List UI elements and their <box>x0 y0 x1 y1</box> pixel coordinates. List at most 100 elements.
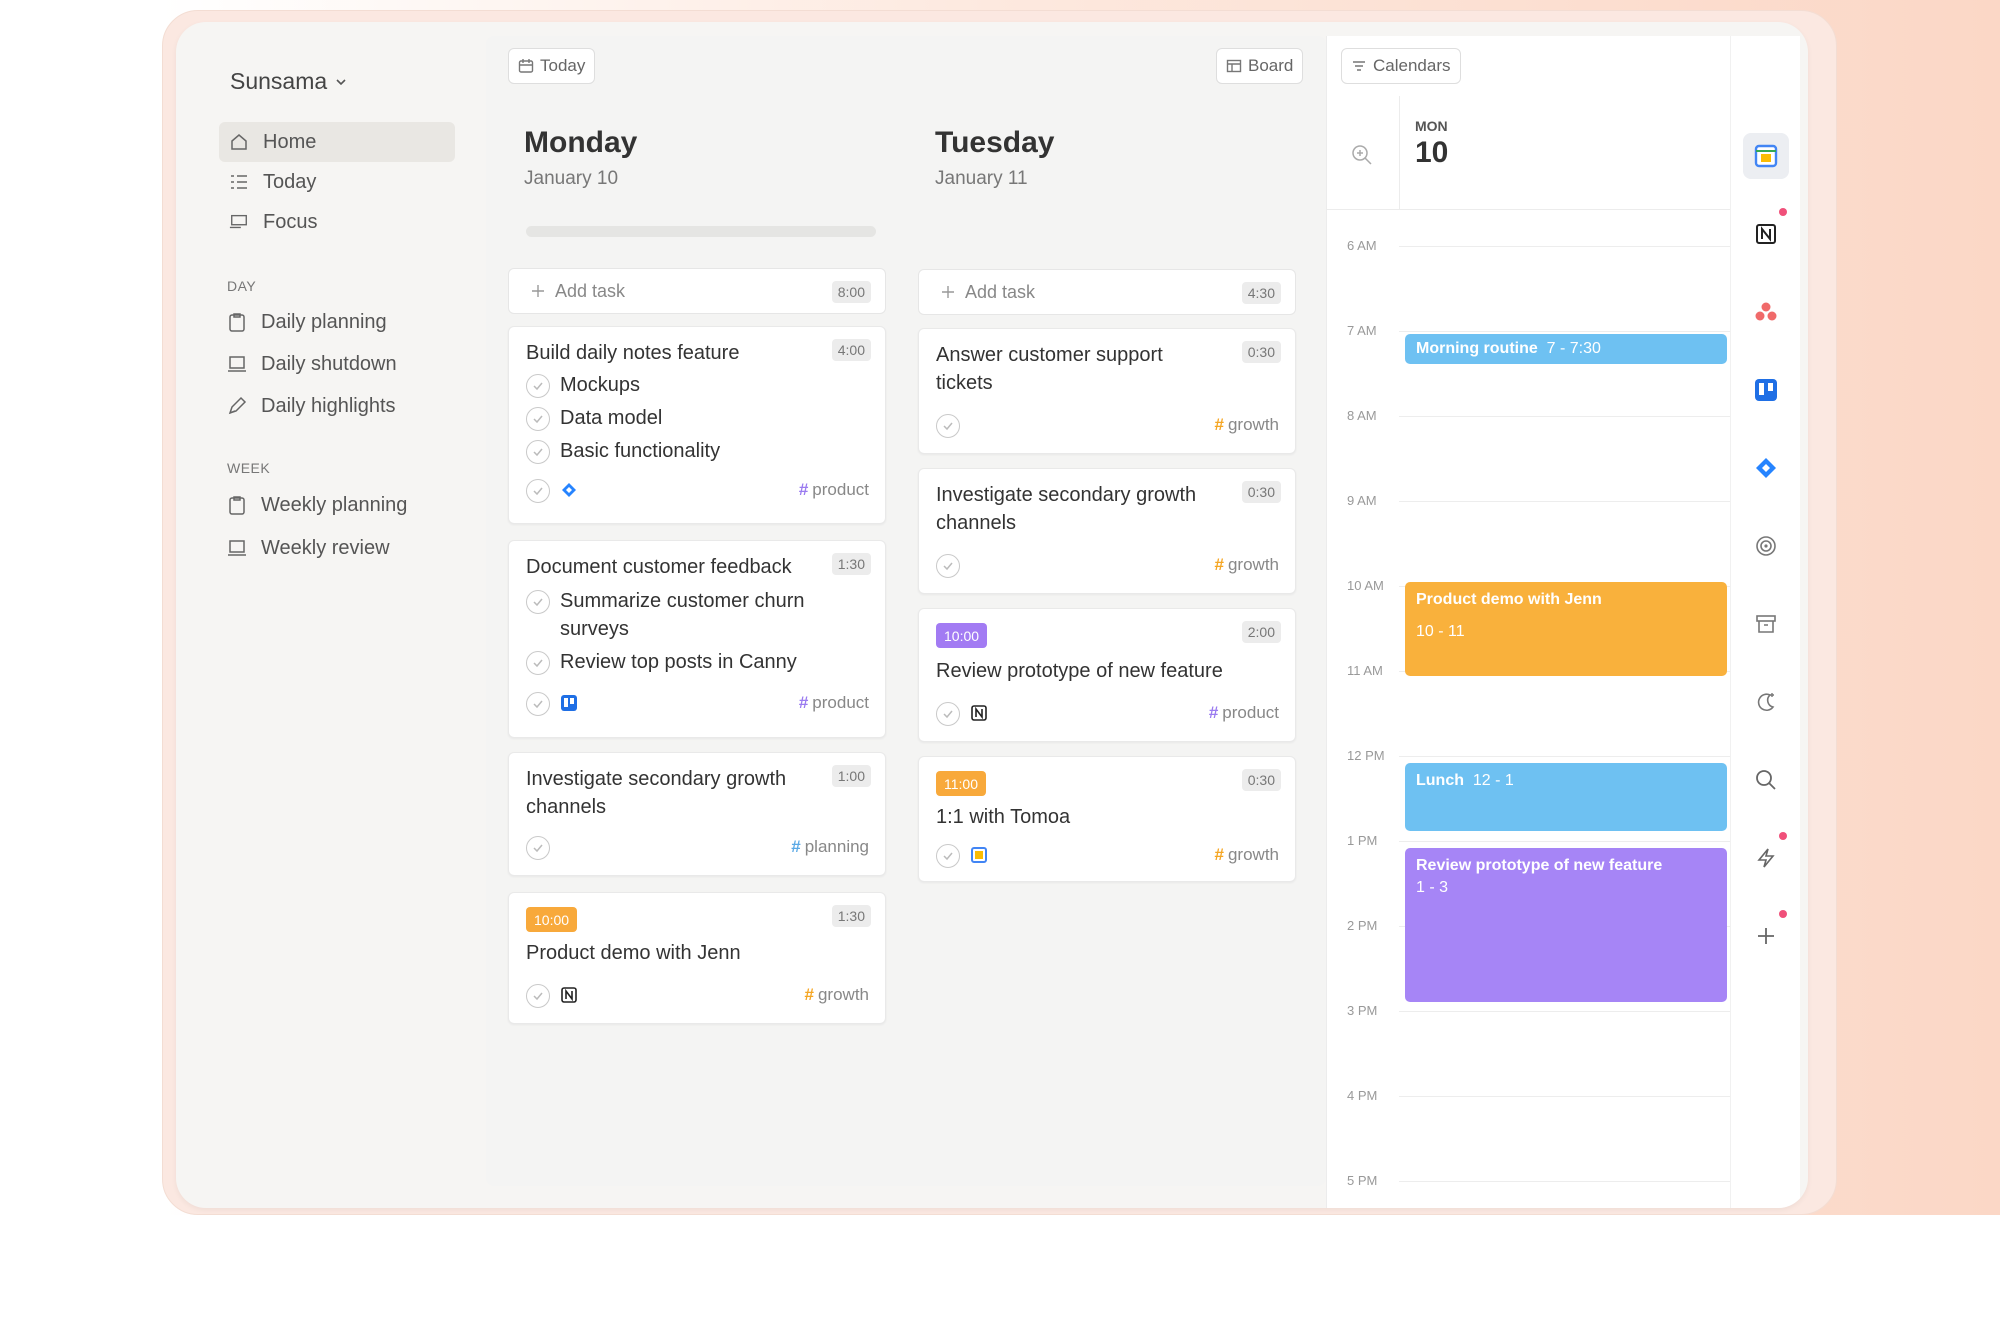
zoom-icon[interactable] <box>1351 144 1373 166</box>
archive-icon[interactable] <box>1743 601 1789 647</box>
task-complete-checkbox[interactable] <box>526 836 550 860</box>
calendar-event[interactable]: Product demo with Jenn 10 - 11 <box>1405 582 1727 676</box>
task-title: 1:1 with Tomoa <box>936 806 1071 828</box>
hour-row: 3 PM <box>1327 1003 1730 1018</box>
plus-icon <box>942 286 954 298</box>
sidebar-item-home[interactable]: Home <box>219 122 455 162</box>
hour-line <box>1399 501 1730 502</box>
task-card[interactable]: 10:00 1:30 Product demo with Jenn # growt… <box>508 892 886 1024</box>
day-title: Monday <box>524 126 638 159</box>
task-title: Investigate secondary growth channels <box>526 768 787 818</box>
task-card[interactable]: Build daily notes feature 4:00 Mockups D… <box>508 326 886 524</box>
checkbox[interactable] <box>526 651 550 675</box>
checkbox[interactable] <box>526 590 550 614</box>
channel-tag[interactable]: # product <box>798 692 869 712</box>
task-footer: # product <box>936 699 1279 726</box>
task-complete-checkbox[interactable] <box>526 692 550 716</box>
channel-tag[interactable]: # growth <box>1214 844 1280 864</box>
channel-tag[interactable]: # product <box>1208 702 1279 722</box>
calendar-event[interactable]: Review prototype of new feature 1 - 3 <box>1405 848 1727 1002</box>
event-title: Product demo with Jenn <box>1416 591 1602 608</box>
hour-row: 1 PM <box>1327 833 1730 848</box>
task-complete-checkbox[interactable] <box>936 702 960 726</box>
subtask-label: Summarize customer churn surveys <box>560 590 805 640</box>
add-task-button[interactable]: Add task 8:00 <box>508 268 886 314</box>
event-time: 1 - 3 <box>1416 879 1449 896</box>
task-complete-checkbox[interactable] <box>526 984 550 1008</box>
task-complete-checkbox[interactable] <box>936 844 960 868</box>
subtask[interactable]: Mockups <box>526 371 640 399</box>
hour-label: 3 PM <box>1347 1003 1378 1018</box>
hour-label: 9 AM <box>1347 493 1377 508</box>
sidebar-item-daily-highlights[interactable]: Daily highlights <box>217 386 453 426</box>
task-title: Investigate secondary growth channels <box>936 484 1197 534</box>
list-icon <box>229 172 249 192</box>
sidebar-item-focus[interactable]: Focus <box>219 202 455 242</box>
task-card[interactable]: 10:00 2:00 Review prototype of new featu… <box>918 608 1296 742</box>
subtask[interactable]: Data model <box>526 404 662 432</box>
asana-icon[interactable] <box>1743 289 1789 335</box>
channel-tag[interactable]: # growth <box>804 984 870 1004</box>
target-icon[interactable] <box>1743 523 1789 569</box>
task-card[interactable]: Investigate secondary growth channels 1:… <box>508 752 886 876</box>
checkbox[interactable] <box>526 374 550 398</box>
notion-icon[interactable] <box>1743 211 1789 257</box>
channel-tag[interactable]: # growth <box>1214 554 1280 574</box>
event-title: Morning routine <box>1416 340 1538 357</box>
laptop-icon <box>227 354 247 374</box>
calendar-event[interactable]: Lunch 12 - 1 <box>1405 763 1727 831</box>
board-view-button[interactable]: Board <box>1216 48 1304 84</box>
workspace-switcher[interactable]: Sunsama <box>230 68 347 95</box>
calendar-icon <box>518 59 534 73</box>
sidebar-item-label: Daily shutdown <box>261 352 397 375</box>
bolt-icon[interactable] <box>1743 835 1789 881</box>
channel-tag[interactable]: # growth <box>1214 414 1280 434</box>
board-icon <box>1226 59 1242 73</box>
calendars-button[interactable]: Calendars <box>1341 48 1461 84</box>
sidebar-item-daily-planning[interactable]: Daily planning <box>217 302 453 342</box>
task-card[interactable]: 11:00 0:30 1:1 with Tomoa # growth <box>918 756 1296 882</box>
sidebar-item-today[interactable]: Today <box>219 162 455 202</box>
hour-label: 7 AM <box>1347 323 1377 338</box>
trello-icon[interactable] <box>1743 367 1789 413</box>
notion-icon <box>560 986 578 1004</box>
task-complete-checkbox[interactable] <box>936 414 960 438</box>
hour-row: 4 PM <box>1327 1088 1730 1103</box>
calendars-label: Calendars <box>1373 56 1451 75</box>
sidebar-item-label: Weekly review <box>261 536 390 559</box>
channel-tag[interactable]: # planning <box>791 836 869 856</box>
task-complete-checkbox[interactable] <box>526 479 550 503</box>
subtask[interactable]: Summarize customer churn surveys <box>526 587 856 643</box>
task-card[interactable]: Document customer feedback 1:30 Summariz… <box>508 540 886 738</box>
task-complete-checkbox[interactable] <box>936 554 960 578</box>
task-card[interactable]: Investigate secondary growth channels 0:… <box>918 468 1296 594</box>
plus-icon[interactable] <box>1743 913 1789 959</box>
subtask[interactable]: Review top posts in Canny <box>526 648 797 676</box>
sidebar-item-daily-shutdown[interactable]: Daily shutdown <box>217 344 453 384</box>
event-time: 12 - 1 <box>1472 772 1514 789</box>
task-duration: 0:30 <box>1241 341 1281 363</box>
channel-tag[interactable]: # product <box>798 479 869 499</box>
google-calendar-icon[interactable] <box>1743 133 1789 179</box>
trello-icon <box>560 694 578 712</box>
task-card[interactable]: Answer customer support tickets 0:30 # gr… <box>918 328 1296 454</box>
hour-row: 6 AM <box>1327 238 1730 253</box>
sidebar-item-label: Home <box>263 130 317 153</box>
moon-icon[interactable] <box>1743 679 1789 725</box>
sidebar-item-label: Daily planning <box>261 310 387 333</box>
add-task-button[interactable]: Add task 4:30 <box>918 269 1296 315</box>
checkbox[interactable] <box>526 440 550 464</box>
notion-icon <box>970 704 988 722</box>
calendar-event[interactable]: Morning routine 7 - 7:30 <box>1405 334 1727 364</box>
checkbox[interactable] <box>526 407 550 431</box>
sidebar-item-weekly-planning[interactable]: Weekly planning <box>217 485 453 525</box>
jira-icon[interactable] <box>1743 445 1789 491</box>
task-title: Answer customer support tickets <box>936 344 1163 394</box>
search-icon[interactable] <box>1743 757 1789 803</box>
task-duration: 4:00 <box>831 339 871 361</box>
subtask[interactable]: Basic functionality <box>526 437 720 465</box>
sidebar-item-weekly-review[interactable]: Weekly review <box>217 528 453 568</box>
sidebar-item-label: Focus <box>263 210 318 233</box>
event-time: 10 - 11 <box>1416 623 1465 640</box>
today-button[interactable]: Today <box>508 48 596 84</box>
